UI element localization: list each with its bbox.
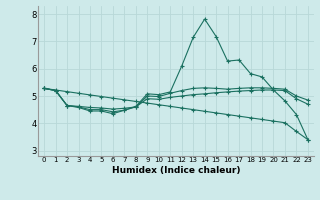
X-axis label: Humidex (Indice chaleur): Humidex (Indice chaleur) <box>112 166 240 175</box>
